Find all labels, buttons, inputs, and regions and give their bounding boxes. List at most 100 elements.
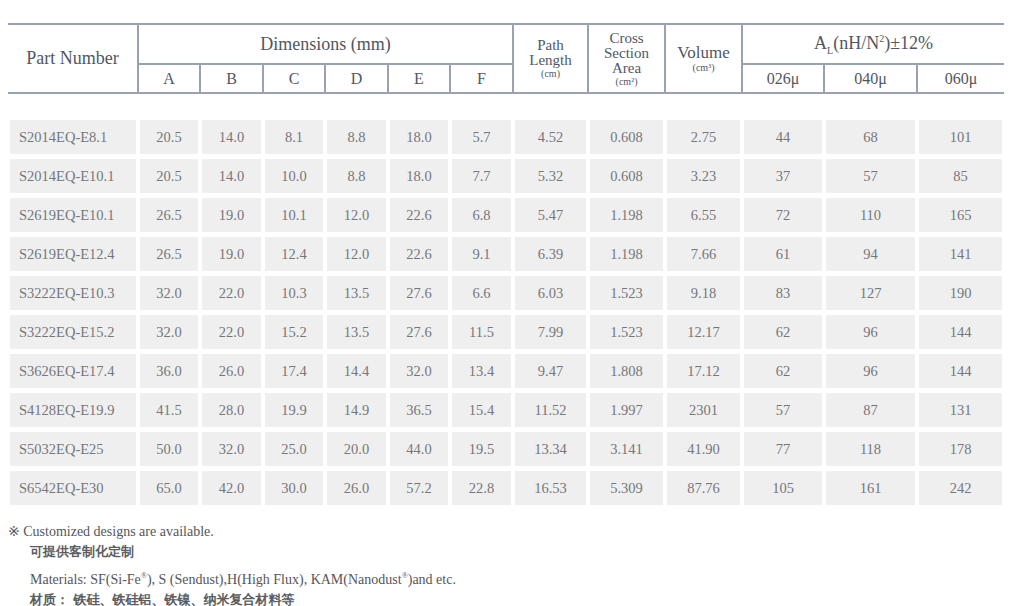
- value-cell: 144: [917, 352, 1004, 391]
- value-cell: 87: [824, 391, 917, 430]
- note-materials-en: Materials: SF(Si-Fe®), S (Sendust),H(Hig…: [30, 571, 1008, 588]
- value-cell: 22.0: [200, 274, 263, 313]
- value-cell: 6.8: [450, 196, 513, 235]
- value-cell: 17.12: [665, 352, 742, 391]
- value-cell: 37: [742, 157, 824, 196]
- value-cell: 32.0: [138, 313, 200, 352]
- value-cell: 22.0: [200, 313, 263, 352]
- value-cell: 14.9: [325, 391, 388, 430]
- value-cell: 3.23: [665, 157, 742, 196]
- value-cell: 65.0: [138, 469, 200, 508]
- value-cell: 190: [917, 274, 1004, 313]
- value-cell: 165: [917, 196, 1004, 235]
- value-cell: 36.5: [388, 391, 450, 430]
- cross-section-line3: Area: [589, 61, 664, 76]
- value-cell: 8.8: [325, 118, 388, 157]
- value-cell: 118: [824, 430, 917, 469]
- table-row: S3626EQ-E17.436.026.017.414.432.013.49.4…: [8, 352, 1004, 391]
- value-cell: 42.0: [200, 469, 263, 508]
- value-cell: 5.47: [513, 196, 588, 235]
- part-number-cell: S2014EQ-E10.1: [8, 157, 138, 196]
- value-cell: 13.5: [325, 274, 388, 313]
- value-cell: 27.6: [388, 313, 450, 352]
- value-cell: 1.198: [588, 235, 665, 274]
- col-header-dim-e: E: [388, 64, 450, 93]
- note-customized-zh: 可提供客制化定制: [30, 543, 1008, 561]
- value-cell: 13.5: [325, 313, 388, 352]
- col-header-dim-f: F: [450, 64, 513, 93]
- value-cell: 7.66: [665, 235, 742, 274]
- value-cell: 26.5: [138, 196, 200, 235]
- value-cell: 178: [917, 430, 1004, 469]
- value-cell: 161: [824, 469, 917, 508]
- datasheet-page: Part Number Dimensions (mm) Path Length …: [8, 0, 1008, 606]
- col-header-dim-b: B: [200, 64, 263, 93]
- col-header-040u: 040μ: [824, 64, 917, 93]
- value-cell: 96: [824, 352, 917, 391]
- value-cell: 5.7: [450, 118, 513, 157]
- value-cell: 61: [742, 235, 824, 274]
- value-cell: 7.7: [450, 157, 513, 196]
- value-cell: 41.5: [138, 391, 200, 430]
- table-row: S2014EQ-E10.120.514.010.08.818.07.75.320…: [8, 157, 1004, 196]
- value-cell: 20.0: [325, 430, 388, 469]
- cross-section-unit: (cm²): [589, 76, 664, 87]
- value-cell: 6.39: [513, 235, 588, 274]
- value-cell: 2.75: [665, 118, 742, 157]
- al-mid: (nH/N: [833, 33, 879, 53]
- part-number-cell: S2619EQ-E12.4: [8, 235, 138, 274]
- value-cell: 0.608: [588, 118, 665, 157]
- cross-section-line1: Cross: [589, 31, 664, 46]
- table-row: S2619EQ-E12.426.519.012.412.022.69.16.39…: [8, 235, 1004, 274]
- col-header-al-value: AL(nH/N2)±12%: [742, 24, 1004, 64]
- value-cell: 3.141: [588, 430, 665, 469]
- value-cell: 7.99: [513, 313, 588, 352]
- value-cell: 22.6: [388, 196, 450, 235]
- col-header-dim-c: C: [263, 64, 325, 93]
- value-cell: 83: [742, 274, 824, 313]
- value-cell: 44: [742, 118, 824, 157]
- part-number-cell: S3626EQ-E17.4: [8, 352, 138, 391]
- value-cell: 12.0: [325, 235, 388, 274]
- note-customized-en: ※ Customized designs are available.: [8, 523, 1008, 540]
- value-cell: 127: [824, 274, 917, 313]
- value-cell: 1.808: [588, 352, 665, 391]
- value-cell: 18.0: [388, 157, 450, 196]
- part-number-cell: S4128EQ-E19.9: [8, 391, 138, 430]
- note-materials-zh: 材质： 铁硅、铁硅铝、铁镍、纳米复合材料等: [30, 591, 1008, 606]
- materials-part: ), S (Sendust),H(High Flux), KAM(Nanodus…: [147, 572, 402, 587]
- value-cell: 6.55: [665, 196, 742, 235]
- col-header-part-number: Part Number: [8, 24, 138, 93]
- value-cell: 8.1: [263, 118, 325, 157]
- value-cell: 26.0: [200, 352, 263, 391]
- value-cell: 20.5: [138, 118, 200, 157]
- cross-section-line2: Section: [589, 46, 664, 61]
- value-cell: 141: [917, 235, 1004, 274]
- value-cell: 15.2: [263, 313, 325, 352]
- col-header-dimensions: Dimensions (mm): [138, 24, 513, 64]
- al-end: )±12%: [884, 33, 933, 53]
- value-cell: 57.2: [388, 469, 450, 508]
- value-cell: 5.309: [588, 469, 665, 508]
- part-number-cell: S3222EQ-E15.2: [8, 313, 138, 352]
- value-cell: 57: [824, 157, 917, 196]
- footnotes: ※ Customized designs are available. 可提供客…: [8, 523, 1008, 606]
- value-cell: 50.0: [138, 430, 200, 469]
- value-cell: 110: [824, 196, 917, 235]
- note-customized-text: Customized designs are available.: [23, 524, 214, 539]
- value-cell: 87.76: [665, 469, 742, 508]
- materials-part: Materials: SF(Si-Fe: [30, 572, 141, 587]
- value-cell: 10.3: [263, 274, 325, 313]
- col-header-path-length: Path Length (cm): [513, 24, 588, 93]
- col-header-volume: Volume (cm³): [665, 24, 742, 93]
- value-cell: 26.0: [325, 469, 388, 508]
- col-header-cross-section: Cross Section Area (cm²): [588, 24, 665, 93]
- value-cell: 131: [917, 391, 1004, 430]
- al-base: A: [814, 33, 827, 53]
- value-cell: 85: [917, 157, 1004, 196]
- path-length-unit: (cm): [514, 68, 587, 79]
- part-number-cell: S2014EQ-E8.1: [8, 118, 138, 157]
- col-header-dim-d: D: [325, 64, 388, 93]
- path-length-line2: Length: [514, 53, 587, 68]
- value-cell: 10.1: [263, 196, 325, 235]
